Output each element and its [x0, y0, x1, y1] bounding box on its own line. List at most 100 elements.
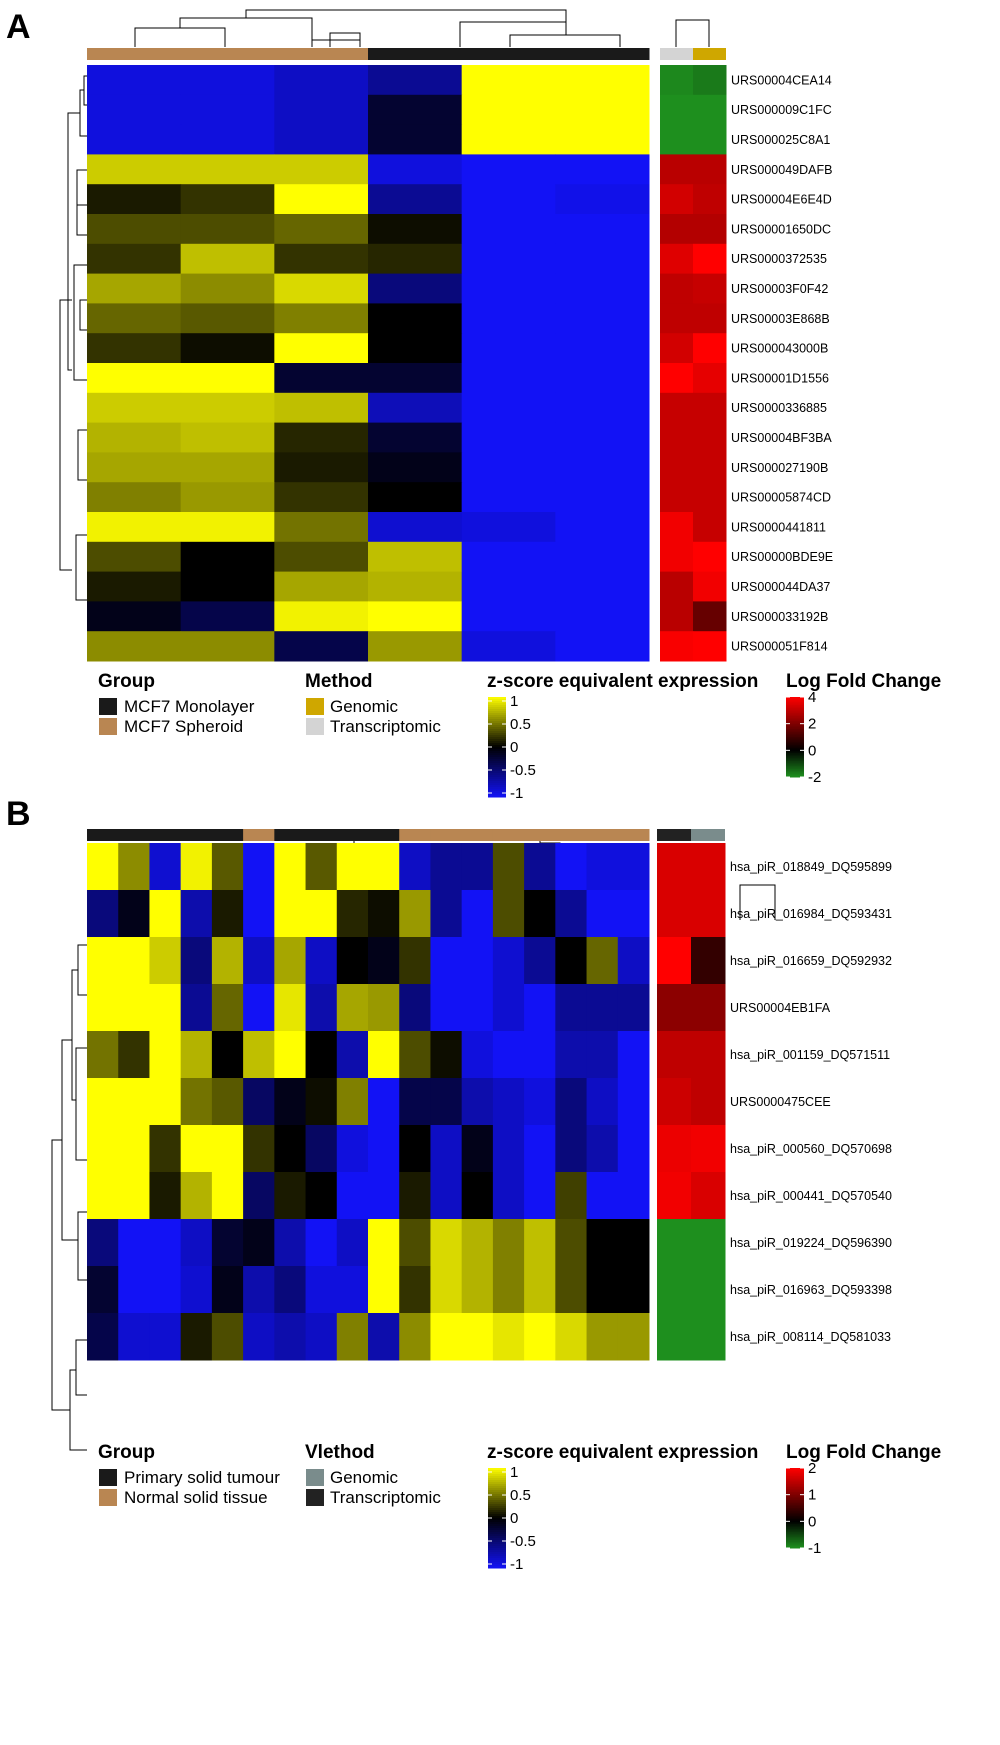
lfc-colorbar-step — [786, 1511, 804, 1514]
heatmap-cell — [555, 601, 650, 632]
panel-b-method-bar — [657, 829, 725, 841]
heatmap-cell — [430, 843, 463, 891]
heatmap-cell — [368, 214, 463, 245]
heatmap-cell — [243, 1313, 275, 1361]
logfc-cell — [660, 65, 694, 96]
heatmap-cell — [180, 214, 275, 245]
legend-method-title: Vlethod — [305, 1442, 375, 1463]
heatmap-cell — [118, 1078, 150, 1126]
lfc-colorbar-step — [786, 697, 804, 700]
group-bar-cell — [305, 829, 338, 841]
logfc-cell — [660, 303, 694, 334]
heatmap-cell — [274, 482, 369, 513]
logfc-cell — [660, 482, 694, 513]
logfc-cell — [691, 890, 726, 938]
heatmap-cell — [336, 1078, 369, 1126]
zscore-tick-label: -1 — [510, 1556, 523, 1573]
zscore-colorbar-step — [488, 733, 506, 736]
heatmap-cell — [305, 1031, 338, 1079]
heatmap-cell — [399, 1313, 431, 1361]
zscore-colorbar-step — [488, 1500, 506, 1503]
heatmap-cell — [336, 1125, 369, 1173]
logfc-cell — [691, 937, 726, 985]
heatmap-cell — [180, 273, 275, 304]
row-label: URS0000475CEE — [730, 1095, 831, 1109]
logfc-cell — [657, 984, 692, 1032]
lfc-colorbar-step — [786, 743, 804, 746]
heatmap-cell — [368, 184, 463, 215]
heatmap-cell — [305, 1313, 338, 1361]
lfc-colorbar-step — [786, 1525, 804, 1528]
heatmap-cell — [87, 1266, 119, 1314]
heatmap-cell — [180, 154, 275, 185]
heatmap-cell — [336, 1031, 369, 1079]
zscore-colorbar-step — [488, 1542, 506, 1545]
panel-a-logfc-cells — [660, 65, 727, 662]
lfc-colorbar-step — [786, 1471, 804, 1474]
zscore-colorbar-step — [488, 1478, 506, 1481]
lfc-colorbar-step — [786, 1543, 804, 1546]
heatmap-cell — [211, 1313, 244, 1361]
zscore-colorbar-step — [488, 737, 506, 740]
zscore-colorbar-step — [488, 1468, 506, 1471]
row-label: URS000027190B — [731, 461, 828, 475]
zscore-colorbar-step — [488, 1534, 506, 1537]
heatmap-cell — [586, 1125, 619, 1173]
group-bar-cell — [524, 829, 556, 841]
zscore-colorbar-step — [488, 773, 506, 776]
heatmap-cell — [305, 1078, 338, 1126]
zscore-colorbar-step — [488, 719, 506, 722]
heatmap-cell — [180, 601, 275, 632]
heatmap-cell — [368, 363, 463, 394]
heatmap-cell — [461, 937, 494, 985]
zscore-colorbar-step — [488, 1494, 506, 1497]
heatmap-cell — [274, 937, 307, 985]
zscore-colorbar-step — [488, 789, 506, 792]
heatmap-cell — [461, 631, 556, 662]
heatmap-cell — [368, 1078, 400, 1126]
heatmap-cell — [555, 243, 650, 275]
heatmap-cell — [368, 571, 463, 602]
method-bar-cell — [657, 829, 691, 841]
legend-zscore-title: z-score equivalent expression — [487, 671, 758, 692]
logfc-cell — [693, 452, 727, 483]
group-bar-cell — [430, 829, 463, 841]
heatmap-cell — [87, 1125, 119, 1173]
row-label: hsa_piR_019224_DQ596390 — [730, 1236, 892, 1250]
lfc-tick-label: 2 — [808, 716, 816, 733]
lfc-colorbar-step — [786, 1474, 804, 1477]
logfc-cell — [693, 631, 727, 662]
heatmap-cell — [461, 1313, 494, 1361]
lfc-colorbar-step — [786, 700, 804, 703]
heatmap-cell — [180, 1078, 213, 1126]
lfc-colorbar-step — [786, 773, 804, 776]
group-bar-cell — [492, 829, 525, 841]
heatmap-cell — [118, 1219, 150, 1267]
heatmap-cell — [399, 1219, 431, 1267]
heatmap-cell — [118, 1031, 150, 1079]
heatmap-cell — [430, 1031, 463, 1079]
heatmap-cell — [149, 1125, 182, 1173]
heatmap-cell — [274, 363, 369, 394]
heatmap-cell — [243, 984, 275, 1032]
heatmap-cell — [586, 1266, 619, 1314]
logfc-cell — [660, 363, 694, 394]
logfc-cell — [660, 273, 694, 304]
heatmap-cell — [368, 333, 463, 364]
lfc-colorbar-step — [786, 701, 804, 704]
logfc-cell — [660, 184, 694, 215]
heatmap-cell — [368, 124, 463, 155]
row-label: URS00004BF3BA — [731, 431, 832, 445]
heatmap-cell — [87, 631, 182, 662]
zscore-colorbar-step — [488, 1486, 506, 1489]
heatmap-cell — [87, 452, 182, 483]
zscore-colorbar-step — [488, 725, 506, 728]
lfc-colorbar-step — [786, 1514, 804, 1517]
heatmap-cell — [399, 1266, 431, 1314]
row-label: URS0000336885 — [731, 401, 827, 415]
heatmap-cell — [336, 1266, 369, 1314]
zscore-colorbar-step — [488, 763, 506, 766]
logfc-cell — [657, 1266, 692, 1314]
heatmap-cell — [87, 243, 182, 275]
heatmap-cell — [399, 1125, 431, 1173]
